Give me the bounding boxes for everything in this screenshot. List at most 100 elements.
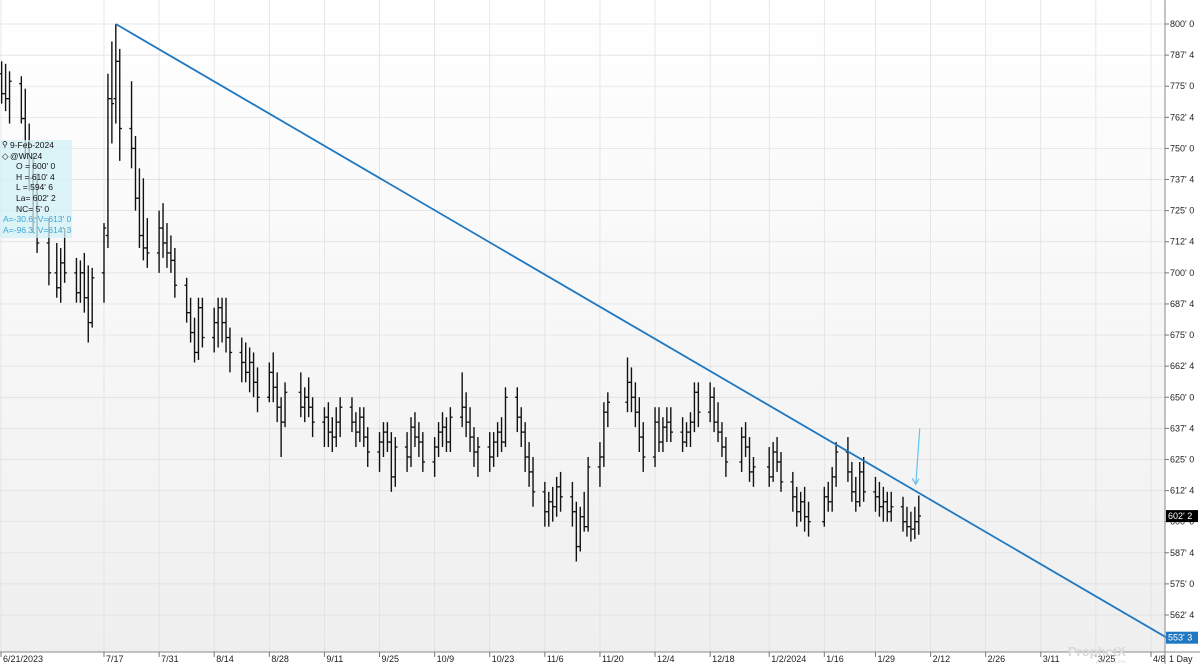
tooltip-drawing-1: A=-30.6, V=613' 0 xyxy=(3,214,72,225)
trendline-price-box xyxy=(1166,631,1198,644)
ohlc-bar xyxy=(255,367,260,413)
data-tooltip: ⚲ 9-Feb-2024 ◇ @WN24 O = 600' 0 H = 610' 4… xyxy=(0,140,72,238)
ohlc-bar xyxy=(751,456,756,487)
date-tick-label: 12/4 xyxy=(657,654,675,664)
logo-brand: ProphetX xyxy=(1068,644,1126,659)
price-tick-label: 700' 0 xyxy=(1170,268,1194,278)
date-tick-label: 2/26 xyxy=(988,654,1006,664)
ohlc-bars xyxy=(0,24,921,562)
ohlc-bar xyxy=(420,432,426,472)
price-tick-label: 675' 0 xyxy=(1170,330,1194,340)
ohlc-bar xyxy=(530,456,536,507)
ohlc-bar xyxy=(558,471,563,512)
magnifier-icon: ⚲ xyxy=(2,140,8,149)
plot-background xyxy=(0,0,1165,652)
price-tick-label: 650' 0 xyxy=(1170,392,1194,402)
ohlc-bar xyxy=(282,382,288,428)
date-tick-label: 8/28 xyxy=(271,654,289,664)
logo-sub: powered by DTN xyxy=(1095,659,1126,664)
ohlc-bar xyxy=(145,218,150,268)
price-tick-label: 725' 0 xyxy=(1170,206,1194,216)
price-tick-label: 775' 0 xyxy=(1170,81,1194,91)
price-tick-label: 762' 4 xyxy=(1170,112,1194,122)
ohlc-bar xyxy=(861,456,866,502)
date-tick-label: 6/21/2023 xyxy=(3,654,43,664)
trendline-layer[interactable] xyxy=(115,23,1168,639)
annotation-arrow-head[interactable] xyxy=(911,478,920,486)
price-tick-label: 737' 4 xyxy=(1170,175,1194,185)
tooltip-symbol: @WN24 xyxy=(10,150,43,161)
date-tick-label: 9/25 xyxy=(382,654,400,664)
date-tick-label: 1/2/2024 xyxy=(771,654,806,664)
tooltip-last: La= 602' 2 xyxy=(16,192,56,203)
ohlc-bar xyxy=(365,427,370,467)
price-tick-label: 575' 0 xyxy=(1170,579,1194,589)
ohlc-bar xyxy=(778,452,784,492)
ohlc-bar xyxy=(475,437,481,477)
tooltip-net-change: NC= 5' 0 xyxy=(16,203,50,214)
tooltip-low: L = 594' 6 xyxy=(16,182,53,193)
date-tick-label: 3/25 xyxy=(1098,654,1116,664)
ohlc-bar xyxy=(503,387,508,448)
ohlc-bar xyxy=(889,491,894,522)
ohlc-bar xyxy=(696,382,701,428)
ohlc-bar xyxy=(668,407,673,443)
annotation-arrow-shaft[interactable] xyxy=(915,428,921,485)
price-tick-label: 625' 0 xyxy=(1170,454,1194,464)
ohlc-bar xyxy=(200,297,205,348)
ohlc-bar xyxy=(117,48,122,161)
price-tick-label: 637' 4 xyxy=(1170,423,1194,433)
date-tick-label: 11/6 xyxy=(547,654,564,664)
trendline-price-label: 553' 3 xyxy=(1168,633,1192,643)
tooltip-drawing-2: A=-96.3, V=614' 3 xyxy=(3,224,72,235)
date-tick-label: 3/11 xyxy=(1043,654,1060,664)
ohlc-bar xyxy=(723,437,729,477)
ohlc-bar xyxy=(101,223,107,303)
date-tick-label: 2/12 xyxy=(933,654,951,664)
ohlc-bar xyxy=(806,501,811,537)
ohlc-bar xyxy=(227,327,233,373)
ohlc-bar xyxy=(916,495,921,535)
last-price-label: 602' 2 xyxy=(1168,511,1192,521)
date-tick-label: 1/29 xyxy=(877,654,895,664)
ohlc-bar xyxy=(833,442,839,487)
price-tick-label: 662' 4 xyxy=(1170,361,1194,371)
tooltip-high: H = 610' 4 xyxy=(16,171,55,182)
period-label[interactable]: 1 Day xyxy=(1169,654,1193,664)
downtrend-line[interactable] xyxy=(115,23,1168,639)
date-tick-label: 10/9 xyxy=(437,654,455,664)
date-tick-label: 12/18 xyxy=(712,654,735,664)
price-tick-label: 750' 0 xyxy=(1170,143,1194,153)
diamond-icon: ◇ xyxy=(2,150,9,161)
price-tick-label: 562' 4 xyxy=(1170,610,1194,620)
date-tick-label: 9/11 xyxy=(326,654,343,664)
date-axis[interactable]: 6/21/2023 7/17 7/31 8/14 8/28 9/11 9/25 10/9 10/… xyxy=(0,652,1193,664)
date-tick-label: 4/8 xyxy=(1153,654,1166,664)
price-tick-label: 712' 4 xyxy=(1170,237,1194,247)
ohlc-bar xyxy=(448,407,453,453)
tooltip-date: 9-Feb-2024 xyxy=(10,140,54,150)
date-tick-label: 10/23 xyxy=(492,654,515,664)
price-tick-label: 787' 4 xyxy=(1170,50,1194,60)
last-price-box xyxy=(1166,510,1198,523)
ohlc-bar xyxy=(641,422,646,472)
ohlc-bar xyxy=(337,397,343,438)
date-tick-label: 7/17 xyxy=(106,654,124,664)
ohlc-bar xyxy=(89,267,95,328)
price-axis[interactable]: 800' 0 787' 4 775' 0 762' 4 750' 0 737' 4 725'… xyxy=(1165,19,1198,644)
ohlc-bar xyxy=(393,437,398,487)
ohlc-bar xyxy=(605,392,611,428)
date-tick-label: 1/16 xyxy=(826,654,844,664)
prophetx-logo: ProphetX powered by DTN xyxy=(1068,644,1126,664)
price-tick-label: 687' 4 xyxy=(1170,299,1194,309)
tooltip-open: O = 600' 0 xyxy=(16,161,56,172)
date-tick-label: 11/20 xyxy=(602,654,624,664)
grid-lines xyxy=(0,0,1165,652)
date-tick-label: 8/14 xyxy=(216,654,234,664)
price-tick-label: 612' 4 xyxy=(1170,486,1194,496)
ohlc-bar xyxy=(585,456,591,532)
annotation-arrow-layer[interactable] xyxy=(911,428,921,486)
price-tick-label: 800' 0 xyxy=(1170,19,1194,29)
ohlc-bar xyxy=(172,247,178,298)
